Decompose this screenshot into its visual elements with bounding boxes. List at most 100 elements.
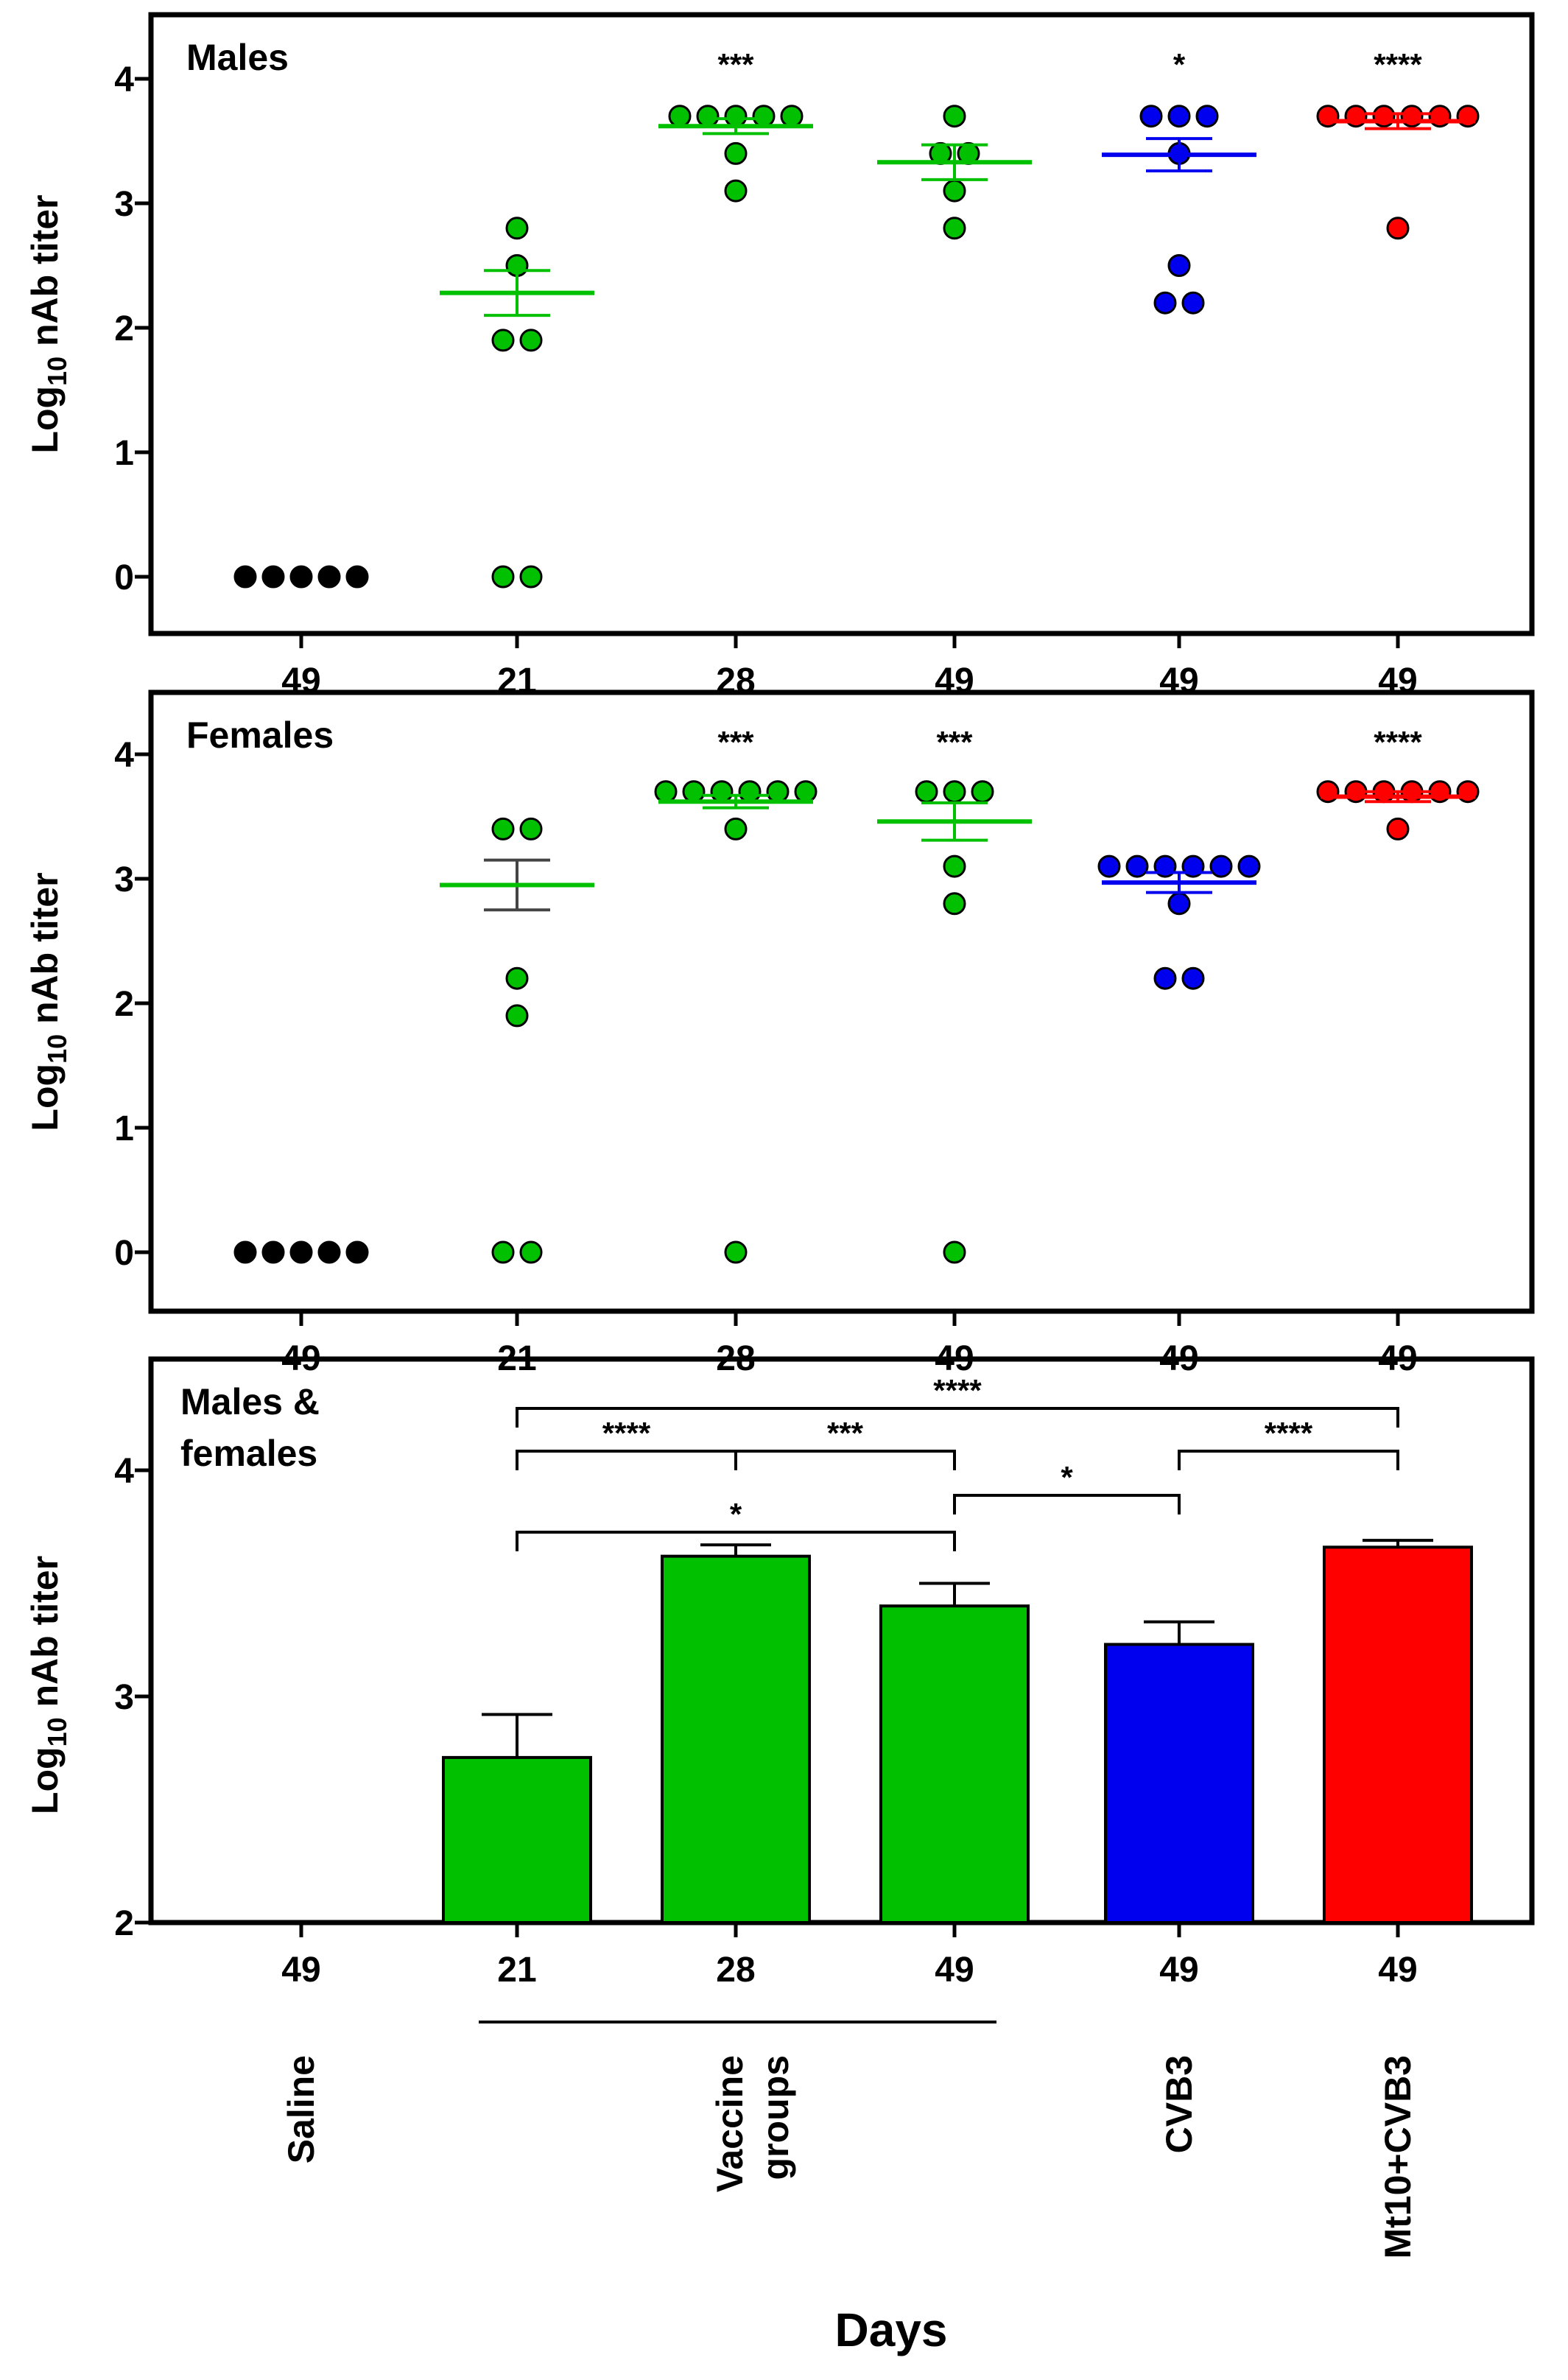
y-tick-label-0-2: 2	[114, 309, 134, 348]
y-tick-label-1-1: 1	[114, 1109, 134, 1148]
bracket-label-0: ****	[933, 1373, 982, 1408]
data-point	[943, 1240, 966, 1264]
data-point	[345, 1240, 369, 1264]
data-point	[780, 105, 804, 128]
y-axis-label-1: Log10 nAb titer	[24, 872, 72, 1131]
x-tick-label-2-0: 49	[281, 1951, 320, 1990]
panel-title-2-1: females	[180, 1433, 317, 1474]
data-point	[1372, 105, 1396, 128]
data-point	[682, 780, 706, 804]
bracket-0	[516, 1407, 1399, 1428]
data-point	[1195, 105, 1219, 128]
data-point	[1386, 217, 1410, 240]
bracket-1	[516, 1450, 737, 1470]
data-point	[233, 1240, 257, 1264]
y-tick-label-1-4: 4	[114, 736, 134, 775]
y-tick-label-0-3: 3	[114, 185, 134, 224]
data-point	[1139, 105, 1163, 128]
y-tick-label-2-1: 3	[114, 1678, 134, 1717]
data-point	[317, 565, 341, 589]
bar-5	[1323, 1545, 1473, 1924]
data-point	[519, 817, 543, 840]
group-label-2-0: CVB3	[1159, 2055, 1200, 2153]
bar-4	[1104, 1643, 1254, 1924]
data-point	[915, 780, 938, 804]
data-point	[491, 565, 515, 589]
data-point	[943, 217, 966, 240]
data-point	[943, 892, 966, 916]
data-point	[1400, 105, 1424, 128]
panel-title-1: Females	[186, 715, 334, 756]
bracket-3	[1178, 1450, 1399, 1470]
data-point	[696, 105, 720, 128]
panel-frame-0	[148, 12, 1535, 636]
data-point	[971, 780, 994, 804]
dots-0-4	[1139, 105, 1219, 315]
data-point	[1167, 892, 1191, 916]
data-point	[1167, 254, 1191, 277]
group-label-1-1: groups	[755, 2055, 796, 2180]
data-point	[752, 105, 776, 128]
data-point	[654, 780, 678, 804]
data-point	[943, 780, 966, 804]
x-tick-label-2-2: 28	[716, 1951, 755, 1990]
x-tick-label-2-4: 49	[1159, 1951, 1198, 1990]
data-point	[1344, 105, 1368, 128]
significance-1-2: ***	[717, 725, 754, 759]
dots-0-0	[233, 565, 369, 589]
data-point	[943, 179, 966, 203]
data-point	[1181, 966, 1205, 990]
x-tick-label-2-5: 49	[1378, 1951, 1417, 1990]
dots-1-3	[915, 780, 994, 1264]
data-point	[724, 179, 748, 203]
bracket-5	[516, 1531, 956, 1551]
bar-2	[661, 1554, 811, 1924]
data-point	[1097, 854, 1121, 878]
data-point	[289, 565, 313, 589]
y-axis-label-0: Log10 nAb titer	[24, 194, 72, 453]
data-point	[261, 1240, 285, 1264]
bar-1	[442, 1755, 592, 1924]
data-point	[289, 1240, 313, 1264]
dots-1-5	[1316, 780, 1480, 840]
bracket-label-1: ****	[602, 1416, 651, 1450]
significance-1-5: ****	[1374, 725, 1422, 759]
data-point	[710, 780, 734, 804]
data-point	[1428, 780, 1452, 804]
data-point	[724, 1240, 748, 1264]
y-tick-label-0-4: 4	[114, 60, 134, 99]
significance-0-2: ***	[717, 47, 754, 82]
data-point	[519, 329, 543, 352]
dots-1-2	[654, 780, 818, 1264]
data-point	[317, 1240, 341, 1264]
data-point	[491, 817, 515, 840]
x-axis-title: Days	[835, 2303, 948, 2356]
data-point	[1316, 105, 1340, 128]
dots-0-3	[929, 105, 980, 240]
data-point	[1428, 105, 1452, 128]
data-point	[724, 817, 748, 840]
y-tick-label-1-2: 2	[114, 985, 134, 1024]
dots-1-0	[233, 1240, 369, 1264]
y-tick-label-2-2: 4	[114, 1452, 134, 1491]
group-label-3-0: Mt10+CVB3	[1377, 2055, 1418, 2259]
data-point	[1181, 291, 1205, 315]
data-point	[1125, 854, 1149, 878]
data-point	[505, 217, 529, 240]
group-label-1-0: Vaccine	[709, 2055, 750, 2192]
data-point	[766, 780, 790, 804]
data-point	[1386, 817, 1410, 840]
y-tick-label-0-0: 0	[114, 558, 134, 597]
panel-2: 2 3 4 49 21 28 49 49 49 Log10 nAb titer Males & fem…	[24, 1356, 1535, 1990]
data-point	[1344, 780, 1368, 804]
data-point	[1209, 854, 1233, 878]
data-point	[519, 565, 543, 589]
significance-0-5: ****	[1374, 47, 1422, 82]
data-point	[1153, 291, 1177, 315]
y-tick-label-1-3: 3	[114, 860, 134, 899]
data-point	[345, 565, 369, 589]
